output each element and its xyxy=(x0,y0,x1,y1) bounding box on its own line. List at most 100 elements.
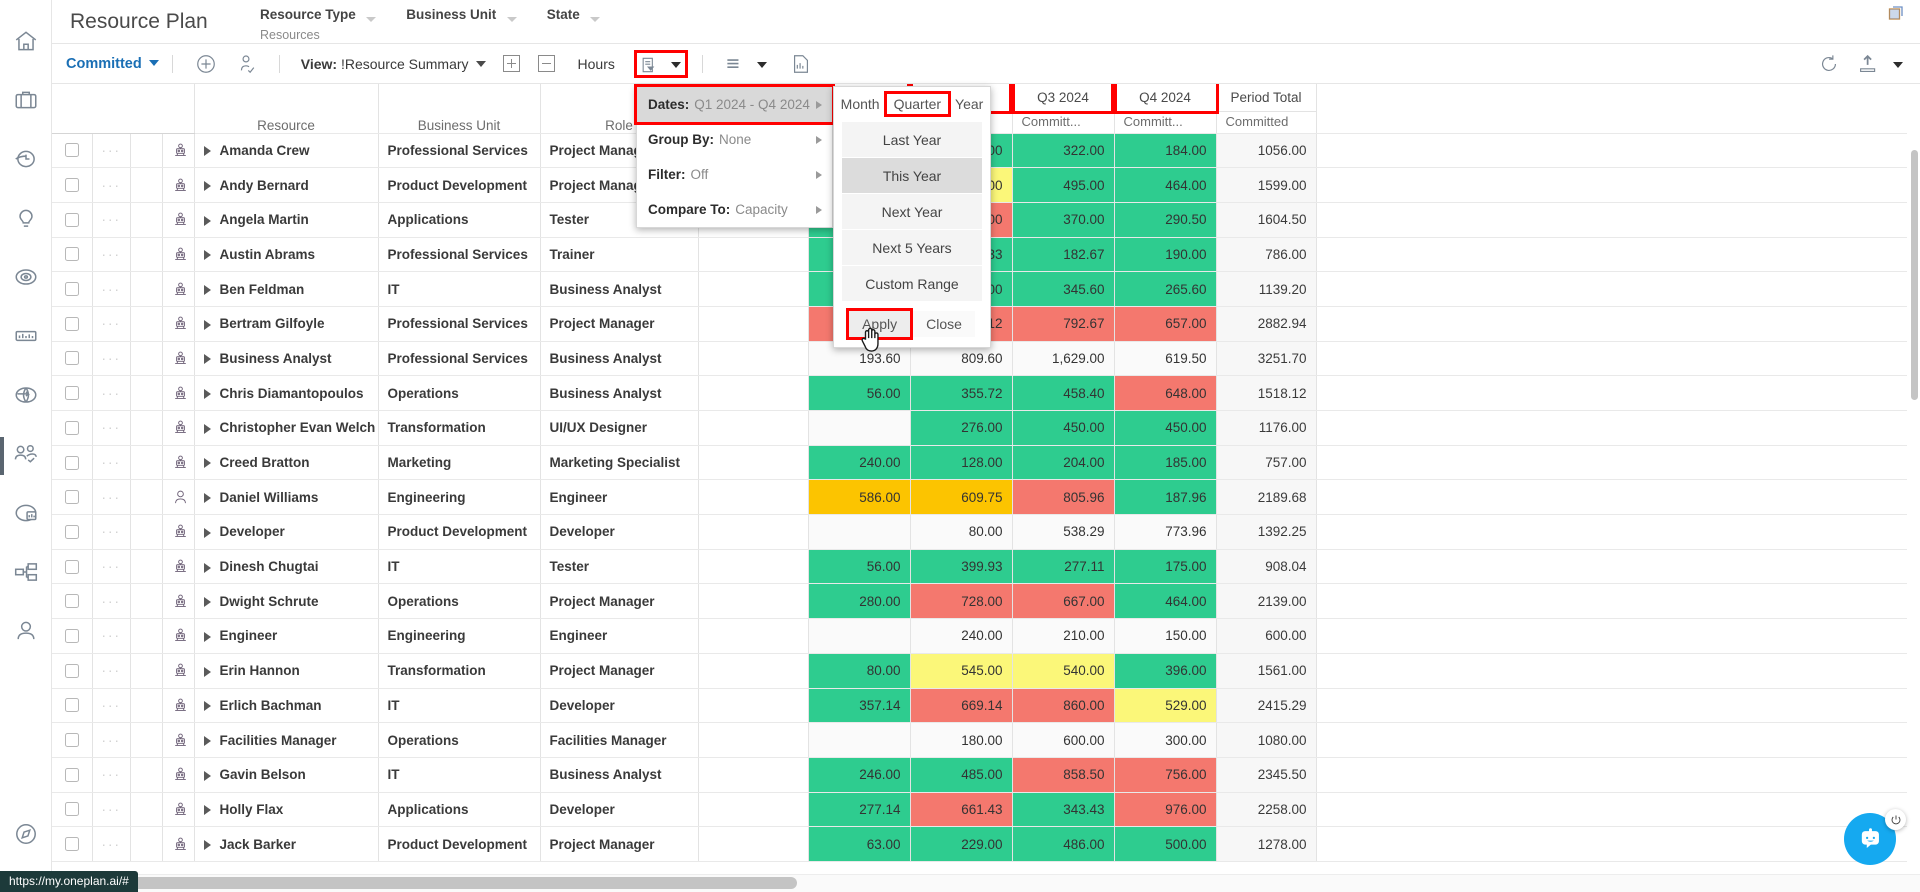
range-option-last-year[interactable]: Last Year xyxy=(842,122,982,157)
menu-item-filter[interactable]: Filter: Off xyxy=(637,157,832,192)
cell-period-total[interactable]: 2139.00 xyxy=(1216,583,1317,620)
cell-q2[interactable]: 661.43 xyxy=(910,792,1013,828)
cell-q1[interactable]: 63.00 xyxy=(808,826,911,862)
row-checkbox[interactable] xyxy=(64,663,79,678)
cell-q1[interactable]: 56.00 xyxy=(808,375,911,411)
cell-period-total[interactable]: 1056.00 xyxy=(1216,133,1317,169)
row-checkbox[interactable] xyxy=(64,802,79,817)
expand-row-icon[interactable] xyxy=(203,180,211,191)
cell-period-total[interactable]: 2882.94 xyxy=(1216,306,1317,342)
row-menu-dots[interactable]: ··· xyxy=(92,653,131,689)
expand-row-icon[interactable] xyxy=(203,319,211,330)
cell-role[interactable]: Project Manager xyxy=(540,826,699,862)
cell-q4[interactable]: 265.60 xyxy=(1114,271,1217,307)
cell-business-unit[interactable]: Operations xyxy=(378,583,541,620)
cell-role[interactable]: Engineer xyxy=(540,479,699,516)
row-menu-dots[interactable]: ··· xyxy=(92,445,131,481)
cell-business-unit[interactable]: Transformation xyxy=(378,410,541,446)
collapse-all-icon[interactable] xyxy=(537,55,555,72)
cell-period-total[interactable]: 1518.12 xyxy=(1216,375,1317,411)
cell-period-total[interactable]: 2345.50 xyxy=(1216,757,1317,793)
row-checkbox[interactable] xyxy=(64,559,79,574)
cell-business-unit[interactable]: Applications xyxy=(378,792,541,828)
add-person-icon[interactable] xyxy=(235,53,257,75)
table-row[interactable]: ··· Business Analyst Professional Services… xyxy=(52,341,1907,377)
cell-q2[interactable]: 180.00 xyxy=(910,722,1013,758)
cell-resource-name[interactable]: Angela Martin xyxy=(194,202,379,238)
cell-q3[interactable]: 322.00 xyxy=(1012,133,1115,169)
cell-q3[interactable]: 600.00 xyxy=(1012,722,1115,758)
row-menu-dots[interactable]: ··· xyxy=(92,133,131,169)
cell-q4[interactable]: 450.00 xyxy=(1114,410,1217,446)
cell-business-unit[interactable]: Engineering xyxy=(378,479,541,516)
cell-role[interactable]: Developer xyxy=(540,514,699,550)
table-row[interactable]: ··· Developer Product Development Developer… xyxy=(52,514,1907,550)
cell-resource-name[interactable]: Holly Flax xyxy=(194,792,379,828)
cell-business-unit[interactable]: Applications xyxy=(378,202,541,238)
period-header-q3[interactable]: Q3 2024 xyxy=(1009,84,1117,114)
cell-q3[interactable]: 858.50 xyxy=(1012,757,1115,793)
table-row[interactable]: ··· Erin Hannon Transformation Project Mana… xyxy=(52,653,1907,689)
expand-row-icon[interactable] xyxy=(203,701,211,712)
row-select-checkbox-cell[interactable] xyxy=(52,514,93,550)
cell-resource-name[interactable]: Dwight Schrute xyxy=(194,583,379,620)
cell-role[interactable]: Business Analyst xyxy=(540,341,699,377)
cell-resource-name[interactable]: Amanda Crew xyxy=(194,133,379,169)
row-menu-dots[interactable]: ··· xyxy=(92,202,131,238)
column-header-resource[interactable]: Resource xyxy=(194,84,379,134)
row-menu-dots[interactable]: ··· xyxy=(92,792,131,828)
expand-row-icon[interactable] xyxy=(203,527,211,538)
row-select-checkbox-cell[interactable] xyxy=(52,445,93,481)
expand-row-icon[interactable] xyxy=(203,285,211,296)
cell-resource-name[interactable]: Developer xyxy=(194,514,379,550)
cell-period-total[interactable]: 2189.68 xyxy=(1216,479,1317,516)
apply-button[interactable]: Apply xyxy=(846,308,914,340)
cell-business-unit[interactable]: Marketing xyxy=(378,445,541,481)
cell-role[interactable]: UI/UX Designer xyxy=(540,410,699,446)
row-select-checkbox-cell[interactable] xyxy=(52,479,93,516)
row-menu-dots[interactable]: ··· xyxy=(92,757,131,793)
expand-row-icon[interactable] xyxy=(203,250,211,261)
row-select-checkbox-cell[interactable] xyxy=(52,167,93,203)
row-select-checkbox-cell[interactable] xyxy=(52,792,93,828)
report-chart-icon[interactable] xyxy=(790,53,812,75)
cell-resource-name[interactable]: Austin Abrams xyxy=(194,237,379,273)
cell-q1[interactable]: 277.14 xyxy=(808,792,911,828)
cell-q4[interactable]: 756.00 xyxy=(1114,757,1217,793)
plus-circle-icon[interactable] xyxy=(195,53,217,75)
cell-business-unit[interactable]: Professional Services xyxy=(378,341,541,377)
cell-business-unit[interactable]: IT xyxy=(378,757,541,793)
cell-q2[interactable]: 485.00 xyxy=(910,757,1013,793)
row-menu-dots[interactable]: ··· xyxy=(92,375,131,411)
cell-q4[interactable]: 190.00 xyxy=(1114,237,1217,273)
sidebar-item-profile[interactable] xyxy=(0,604,52,663)
settings-dropdown-menu[interactable]: Dates: Q1 2024 - Q4 2024 Group By: None … xyxy=(634,84,835,228)
table-row[interactable]: ··· Chris Diamantopoulos Operations Busines… xyxy=(52,375,1907,411)
cell-q1[interactable]: 246.00 xyxy=(808,757,911,793)
cell-q4[interactable]: 500.00 xyxy=(1114,826,1217,862)
cell-resource-name[interactable]: Erlich Bachman xyxy=(194,688,379,724)
cell-period-total[interactable]: 757.00 xyxy=(1216,445,1317,481)
row-checkbox[interactable] xyxy=(64,420,79,435)
cell-q3[interactable]: 210.00 xyxy=(1012,618,1115,654)
row-select-checkbox-cell[interactable] xyxy=(52,653,93,689)
cell-q3[interactable]: 345.60 xyxy=(1012,271,1115,307)
table-row[interactable]: ··· Creed Bratton Marketing Marketing Speci… xyxy=(52,445,1907,481)
cell-business-unit[interactable]: Transformation xyxy=(378,653,541,689)
cell-q3[interactable]: 540.00 xyxy=(1012,653,1115,689)
cell-role[interactable]: Business Analyst xyxy=(540,375,699,411)
restore-window-icon[interactable] xyxy=(1888,5,1904,21)
granularity-quarter-button[interactable]: Quarter xyxy=(883,91,952,117)
table-row[interactable]: ··· Engineer Engineering Engineer 240.00 210.… xyxy=(52,618,1907,654)
cell-business-unit[interactable]: Operations xyxy=(378,722,541,758)
cell-role[interactable]: Project Manager xyxy=(540,583,699,620)
table-row[interactable]: ··· Jack Barker Product Development Project… xyxy=(52,826,1907,862)
row-checkbox[interactable] xyxy=(64,178,79,193)
cell-q3[interactable]: 486.00 xyxy=(1012,826,1115,862)
expand-row-icon[interactable] xyxy=(203,631,211,642)
range-option-this-year[interactable]: This Year xyxy=(842,158,982,193)
chevron-down-icon[interactable] xyxy=(366,17,377,23)
cell-q1[interactable]: 357.14 xyxy=(808,688,911,724)
cell-q4[interactable]: 976.00 xyxy=(1114,792,1217,828)
header-filter-state[interactable]: State xyxy=(547,0,601,28)
